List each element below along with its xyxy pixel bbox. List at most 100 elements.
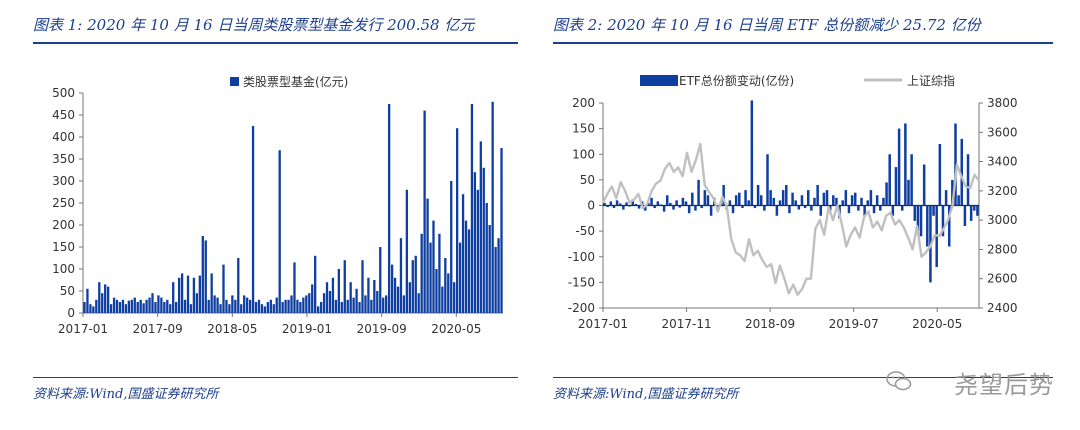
etf-bar — [869, 190, 873, 206]
etf-bar — [785, 185, 788, 206]
bar — [479, 141, 482, 313]
etf-bar — [850, 195, 854, 206]
bar — [234, 299, 237, 313]
etf-bar — [691, 192, 694, 206]
bar — [358, 302, 361, 313]
bar — [299, 302, 302, 313]
bar — [175, 302, 178, 313]
etf-bar — [797, 205, 801, 210]
bar — [414, 255, 417, 313]
etf-bar — [675, 200, 678, 206]
bar — [355, 288, 358, 313]
bar — [308, 293, 311, 313]
bar — [89, 304, 92, 313]
bar — [399, 238, 403, 313]
y-tick-label: 250 — [52, 196, 75, 210]
bar — [278, 150, 281, 313]
etf-bar — [763, 205, 766, 211]
y-tick-label-left: -100 — [568, 250, 595, 264]
y-tick-label: 50 — [60, 284, 75, 298]
etf-bar — [835, 197, 838, 206]
etf-bar — [766, 154, 769, 206]
etf-bar — [954, 123, 957, 206]
etf-bar — [650, 197, 653, 206]
x-tick-label: 2017-11 — [661, 317, 711, 331]
x-tick-label: 2020-05 — [912, 317, 962, 331]
bar — [98, 282, 101, 313]
y-tick-label: 450 — [52, 108, 75, 122]
etf-bar — [806, 190, 810, 206]
bar — [417, 293, 420, 313]
y-tick-label: 150 — [52, 240, 75, 254]
legend-label-line: 上证综指 — [907, 73, 955, 88]
bar — [491, 101, 494, 313]
bar — [86, 288, 89, 313]
etf-bar — [744, 190, 747, 206]
bar — [293, 262, 296, 313]
etf-bar — [612, 205, 616, 209]
y-tick-label: 400 — [52, 130, 75, 144]
bar — [251, 126, 255, 313]
etf-bar — [832, 195, 835, 206]
etf-bar — [866, 200, 870, 206]
etf-bar — [907, 179, 910, 206]
bar — [163, 302, 166, 313]
right-figure-title: 图表 2: 2020 年 10 月 16 日当周 ETF 总份额减少 25.72… — [553, 16, 981, 34]
etf-bar — [728, 200, 732, 206]
bar — [133, 297, 136, 313]
bar — [379, 247, 382, 313]
bar — [104, 284, 107, 313]
bar — [364, 295, 367, 313]
etf-bar — [631, 199, 635, 206]
bar — [411, 260, 414, 313]
bar — [243, 295, 246, 313]
etf-bar — [747, 200, 750, 206]
etf-bar — [706, 195, 710, 206]
etf-bar — [900, 205, 904, 211]
bar — [136, 302, 139, 313]
etf-bar — [969, 205, 973, 221]
etf-bar — [703, 190, 707, 206]
etf-bar — [634, 203, 638, 206]
etf-bar — [957, 195, 960, 206]
bar — [461, 194, 465, 313]
bar — [127, 300, 130, 313]
bar — [112, 297, 116, 313]
bar — [201, 236, 204, 313]
etf-bar — [926, 205, 929, 247]
x-tick-label: 2019-09 — [357, 322, 407, 336]
etf-bar — [800, 195, 804, 206]
bar — [334, 299, 338, 313]
legend-label-bar: ETF总份额变动(亿份) — [679, 73, 794, 88]
bar — [177, 277, 181, 313]
etf-bar — [750, 100, 754, 206]
etf-bar — [919, 205, 923, 237]
etf-bar — [863, 205, 866, 216]
bar — [169, 304, 172, 313]
etf-bar — [628, 205, 631, 207]
etf-bar — [819, 205, 823, 216]
bar — [402, 295, 406, 313]
y-tick-label: 100 — [52, 262, 75, 276]
bar — [275, 297, 278, 313]
bar — [109, 304, 113, 313]
bar — [343, 260, 346, 313]
etf-bar — [606, 205, 609, 208]
y-tick-label-right: 3400 — [987, 155, 1018, 169]
bar — [441, 286, 444, 313]
bar — [482, 167, 485, 313]
bar — [346, 299, 349, 313]
bar — [154, 302, 157, 313]
bar — [216, 297, 219, 313]
y-tick-label: 200 — [52, 218, 75, 232]
bar — [287, 299, 290, 313]
bar — [361, 260, 364, 313]
bar — [319, 302, 323, 313]
etf-bar — [951, 179, 954, 206]
bar — [198, 275, 201, 313]
etf-bar — [622, 205, 625, 210]
bar — [435, 269, 438, 313]
y-tick-label-right: 2800 — [987, 242, 1018, 256]
y-tick-label-right: 2400 — [987, 301, 1018, 315]
etf-bar — [841, 200, 844, 206]
